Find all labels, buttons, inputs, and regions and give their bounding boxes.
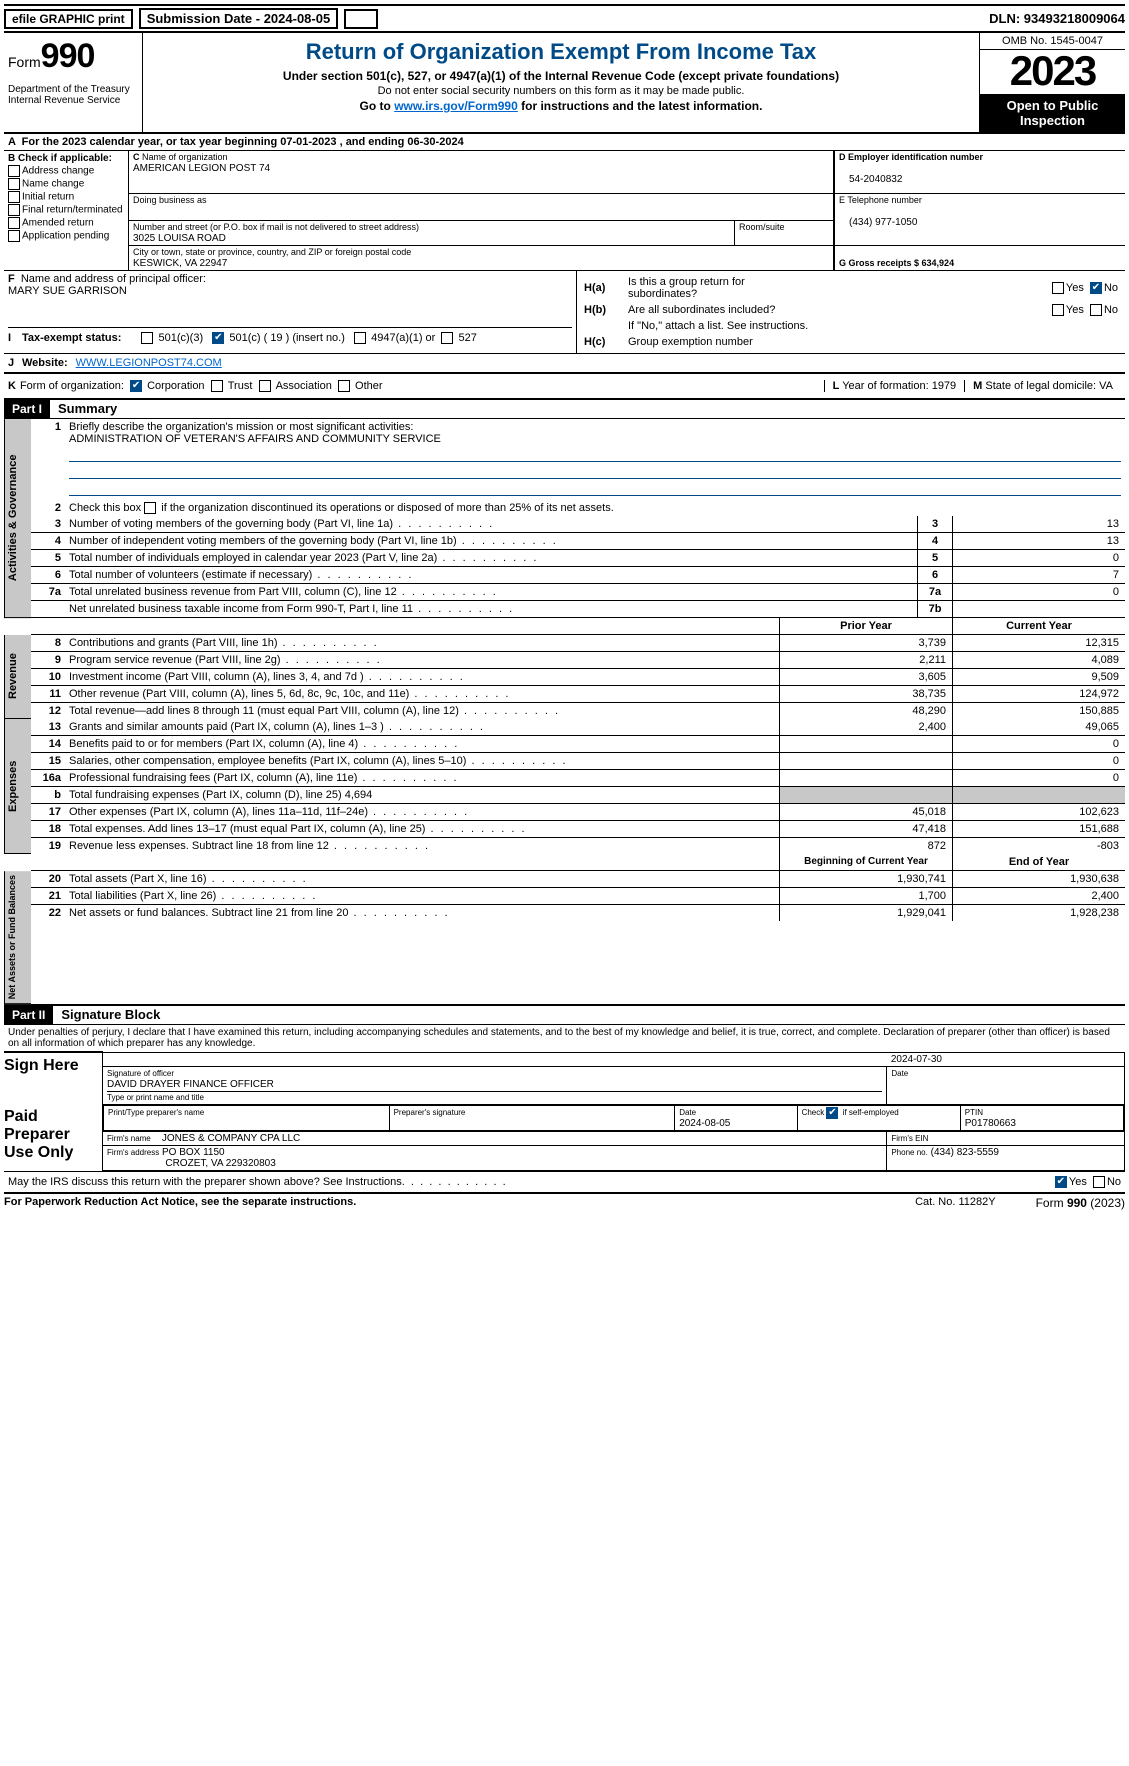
firm-name: JONES & COMPANY CPA LLC [162,1133,300,1144]
chk-discuss-no[interactable] [1093,1176,1105,1188]
phone: (434) 977-1050 [839,217,917,228]
officer-sig: DAVID DRAYER FINANCE OFFICER [107,1079,274,1090]
sig-date: 2024-07-30 [891,1054,942,1065]
prep-date: 2024-08-05 [679,1118,730,1129]
box-b: B Check if applicable: Address change Na… [4,151,129,270]
subtitle-2: Do not enter social security numbers on … [151,85,971,97]
tab-expenses: Expenses [4,719,31,854]
part1-hdr: Part I [4,400,50,418]
tax-year-row: A For the 2023 calendar year, or tax yea… [4,134,1125,151]
top-bar: efile GRAPHIC print Submission Date - 20… [4,4,1125,33]
part2-hdr: Part II [4,1006,53,1024]
org-name: AMERICAN LEGION POST 74 [133,163,270,174]
mission: ADMINISTRATION OF VETERAN'S AFFAIRS AND … [69,433,441,445]
submission-date: Submission Date - 2024-08-05 [139,8,339,29]
chk-hb-no[interactable] [1090,304,1102,316]
form-header: Form990 Department of the Treasury Inter… [4,33,1125,134]
efile-btn[interactable]: efile GRAPHIC print [4,9,133,29]
year-formation: Year of formation: 1979 [842,380,956,392]
open-inspection: Open to Public Inspection [980,94,1125,132]
chk-501c[interactable]: ✔ [212,332,224,344]
chk-4947[interactable] [354,332,366,344]
firm-addr2: CROZET, VA 229320803 [165,1158,275,1169]
footer: For Paperwork Reduction Act Notice, see … [4,1192,1125,1210]
ein: 54-2040832 [839,174,902,185]
discuss-row: May the IRS discuss this return with the… [4,1171,1125,1192]
street: 3025 LOUISA ROAD [133,233,226,244]
tab-netassets: Net Assets or Fund Balances [4,871,31,1004]
ptin: P01780663 [965,1118,1016,1129]
tab-governance: Activities & Governance [4,419,31,618]
chk-other[interactable] [338,380,350,392]
chk-self-emp[interactable]: ✔ [826,1107,838,1119]
chk-address[interactable] [8,165,20,177]
tab-revenue: Revenue [4,635,31,719]
chk-final[interactable] [8,204,20,216]
website-link[interactable]: WWW.LEGIONPOST74.COM [76,357,222,369]
entity-block: B Check if applicable: Address change Na… [4,151,1125,271]
chk-discuss-yes[interactable]: ✔ [1055,1176,1067,1188]
row-k: KForm of organization: ✔ Corporation Tru… [4,374,1125,400]
chk-name[interactable] [8,178,20,190]
subtitle-1: Under section 501(c), 527, or 4947(a)(1)… [151,69,971,83]
chk-amended[interactable] [8,217,20,229]
domicile: State of legal domicile: VA [985,380,1113,392]
gross-receipts: G Gross receipts $ 634,924 [839,258,954,268]
tax-year: 2023 [980,50,1125,94]
row-f-h: F Name and address of principal officer:… [4,271,1125,354]
blank-btn [344,9,378,29]
firm-addr1: PO BOX 1150 [162,1147,225,1158]
form-title: Return of Organization Exempt From Incom… [151,39,971,65]
form-id: Form990 [8,37,138,76]
chk-ha-yes[interactable] [1052,282,1064,294]
instructions-link[interactable]: www.irs.gov/Form990 [394,99,518,113]
chk-527[interactable] [441,332,453,344]
officer: MARY SUE GARRISON [8,285,127,297]
chk-ha-no[interactable]: ✔ [1090,282,1102,294]
part1: Part ISummary Activities & Governance 1 … [4,400,1125,1006]
chk-corp[interactable]: ✔ [130,380,142,392]
cat-no: Cat. No. 11282Y [915,1196,996,1210]
declaration: Under penalties of perjury, I declare th… [4,1025,1125,1051]
dln: DLN: 93493218009064 [989,11,1125,26]
city: KESWICK, VA 22947 [133,258,227,269]
chk-assoc[interactable] [259,380,271,392]
part2: Part IISignature Block Under penalties o… [4,1006,1125,1192]
sig-table: Sign Here 2024-07-30 Signature of office… [4,1051,1125,1171]
chk-trust[interactable] [211,380,223,392]
chk-initial[interactable] [8,191,20,203]
firm-phone: (434) 823-5559 [931,1147,999,1158]
subtitle-3: Go to www.irs.gov/Form990 for instructio… [151,99,971,113]
dept: Department of the Treasury Internal Reve… [8,84,138,132]
chk-pending[interactable] [8,230,20,242]
website-row: J Website: WWW.LEGIONPOST74.COM [4,354,1125,374]
chk-hb-yes[interactable] [1052,304,1064,316]
chk-501c3[interactable] [141,332,153,344]
chk-discontinued[interactable] [144,502,156,514]
